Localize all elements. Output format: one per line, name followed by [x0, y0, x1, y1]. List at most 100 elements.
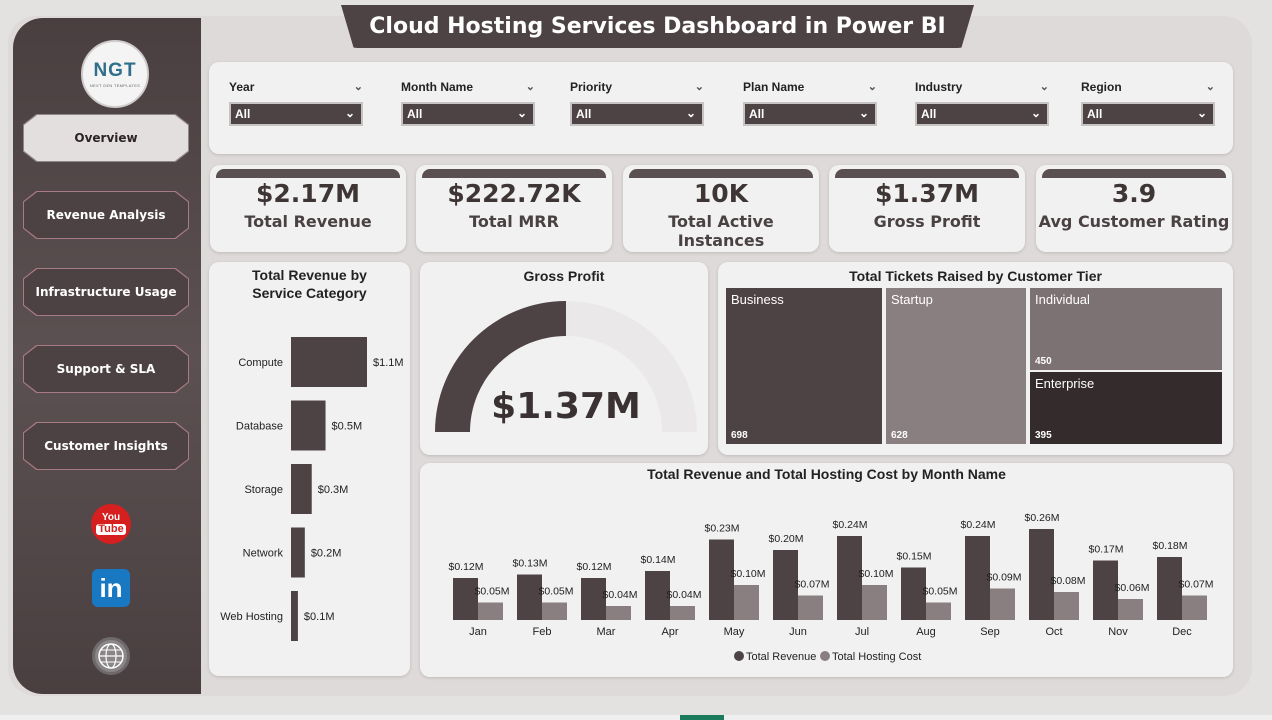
bar-total-hosting-cost	[734, 585, 759, 620]
linkedin-icon[interactable]: in	[91, 568, 131, 608]
data-label: $1.1M	[373, 357, 404, 369]
bar-total-revenue	[645, 571, 670, 620]
bar-total-revenue	[773, 550, 798, 620]
filter-dropdown[interactable]: All ⌄	[401, 102, 535, 126]
revenue-by-service-category-chart: Total Revenue by Service Category Comput…	[209, 262, 410, 676]
kpi-label: Gross Profit	[873, 212, 981, 231]
kpi-card-header	[629, 169, 813, 178]
x-tick-label: Jul	[855, 626, 869, 638]
chart-title: Total Revenue by Service Category	[252, 267, 367, 301]
filter-panel: Year ⌄ All ⌄ Month Name ⌄ All ⌄ Priority ⌄ All ⌄ Pla…	[209, 62, 1233, 154]
chevron-down-icon[interactable]: ⌄	[1039, 81, 1049, 93]
kpi-label: Total Revenue	[244, 212, 372, 231]
nav-button-overview[interactable]: Overview	[23, 114, 189, 162]
bar-total-hosting-cost	[990, 588, 1015, 620]
filter-dropdown[interactable]: All ⌄	[229, 102, 363, 126]
nav-button-customer-insights[interactable]: Customer Insights	[23, 422, 189, 470]
legend-label: Total Hosting Cost	[832, 651, 921, 663]
filter-dropdown[interactable]: All ⌄	[915, 102, 1049, 126]
nav-button-infrastructure-usage[interactable]: Infrastructure Usage	[23, 268, 189, 316]
data-label: $0.5M	[332, 421, 363, 433]
bar-total-hosting-cost	[542, 602, 567, 620]
category-label: Database	[236, 421, 283, 433]
bar-total-hosting-cost	[478, 602, 503, 620]
filter-dropdown[interactable]: All ⌄	[743, 102, 877, 126]
data-label: $0.05M	[538, 586, 573, 598]
chart-title: Total Revenue and Total Hosting Cost by …	[647, 466, 1006, 482]
chevron-down-icon: ⌄	[1196, 106, 1207, 120]
x-tick-label: Apr	[661, 626, 678, 638]
treemap-cell-startup[interactable]: Startup 628	[886, 288, 1026, 444]
filter-month-name: Month Name ⌄ All ⌄	[401, 80, 535, 126]
website-globe-icon[interactable]	[91, 636, 131, 676]
x-tick-label: Nov	[1108, 626, 1128, 638]
filter-dropdown[interactable]: All ⌄	[570, 102, 704, 126]
chevron-down-icon[interactable]: ⌄	[353, 81, 363, 93]
chevron-down-icon: ⌄	[858, 106, 869, 120]
kpi-card-header	[1042, 169, 1226, 178]
data-label: $0.07M	[1178, 579, 1213, 591]
chevron-down-icon[interactable]: ⌄	[1205, 81, 1215, 93]
treemap-cell-individual[interactable]: Individual 450	[1030, 288, 1222, 370]
bar-total-hosting-cost	[798, 595, 823, 620]
nav-button-revenue-analysis[interactable]: Revenue Analysis	[23, 191, 189, 239]
gross-profit-gauge: Gross Profit $1.37M	[420, 262, 708, 455]
data-label: $0.12M	[576, 561, 611, 573]
gauge-value: $1.37M	[491, 386, 641, 427]
kpi-card-total-mrr: $222.72K Total MRR	[416, 165, 612, 252]
youtube-icon[interactable]: You Tube	[91, 504, 131, 544]
linkedin-icon-text: in	[92, 569, 130, 607]
bar-total-revenue	[1157, 557, 1182, 620]
tickets-by-customer-tier-treemap: Total Tickets Raised by Customer Tier Bu…	[718, 262, 1233, 455]
page-tabs-strip	[0, 715, 1272, 720]
x-tick-label: May	[724, 626, 745, 638]
gauge-fill	[435, 301, 566, 432]
category-label: Web Hosting	[220, 611, 283, 623]
filter-label: Region ⌄	[1081, 80, 1215, 94]
data-label: $0.13M	[512, 558, 547, 570]
globe-icon	[98, 643, 124, 669]
x-tick-label: Jan	[469, 626, 487, 638]
treemap-cell-name: Enterprise	[1035, 376, 1095, 391]
chart-title: Total Tickets Raised by Customer Tier	[849, 268, 1102, 284]
kpi-value: 3.9	[1111, 179, 1157, 208]
data-label: $0.10M	[858, 568, 893, 580]
filter-year: Year ⌄ All ⌄	[229, 80, 363, 126]
bar-total-hosting-cost	[1118, 599, 1143, 620]
data-label: $0.05M	[922, 586, 957, 598]
filter-label: Month Name ⌄	[401, 80, 535, 94]
chevron-down-icon[interactable]: ⌄	[867, 81, 877, 93]
kpi-card-total-revenue: $2.17M Total Revenue	[210, 165, 406, 252]
data-label: $0.24M	[960, 519, 995, 531]
treemap-cell-name: Business	[731, 292, 784, 307]
treemap-cell-business[interactable]: Business 698	[726, 288, 882, 444]
data-label: $0.10M	[730, 568, 765, 580]
filter-dropdown[interactable]: All ⌄	[1081, 102, 1215, 126]
treemap-cell-value: 628	[891, 430, 908, 441]
kpi-card-avg-customer-rating: 3.9 Avg Customer Rating	[1036, 165, 1232, 252]
filter-label: Industry ⌄	[915, 80, 1049, 94]
bar-total-hosting-cost	[862, 585, 887, 620]
data-label: $0.06M	[1114, 582, 1149, 594]
nav-button-support-sla[interactable]: Support & SLA	[23, 345, 189, 393]
data-label: $0.07M	[794, 579, 829, 591]
data-label: $0.3M	[318, 484, 349, 496]
legend-marker	[820, 651, 830, 661]
category-label: Network	[243, 548, 284, 560]
data-label: $0.24M	[832, 519, 867, 531]
active-tab-indicator[interactable]	[680, 715, 724, 720]
bar-total-hosting-cost	[1054, 592, 1079, 620]
kpi-label: Total MRR	[469, 212, 559, 231]
revenue-hosting-cost-by-month-chart: Total Revenue and Total Hosting Cost by …	[420, 463, 1233, 677]
bar-total-revenue	[837, 536, 862, 620]
treemap-cell-name: Individual	[1035, 292, 1090, 307]
data-label: $0.15M	[896, 551, 931, 563]
chevron-down-icon[interactable]: ⌄	[694, 81, 704, 93]
kpi-label: Avg Customer Rating	[1038, 212, 1230, 231]
bar	[291, 464, 312, 514]
treemap-cell-enterprise[interactable]: Enterprise 395	[1030, 372, 1222, 444]
kpi-card-header	[835, 169, 1019, 178]
data-label: $0.05M	[474, 586, 509, 598]
filter-priority: Priority ⌄ All ⌄	[570, 80, 704, 126]
chevron-down-icon[interactable]: ⌄	[525, 81, 535, 93]
